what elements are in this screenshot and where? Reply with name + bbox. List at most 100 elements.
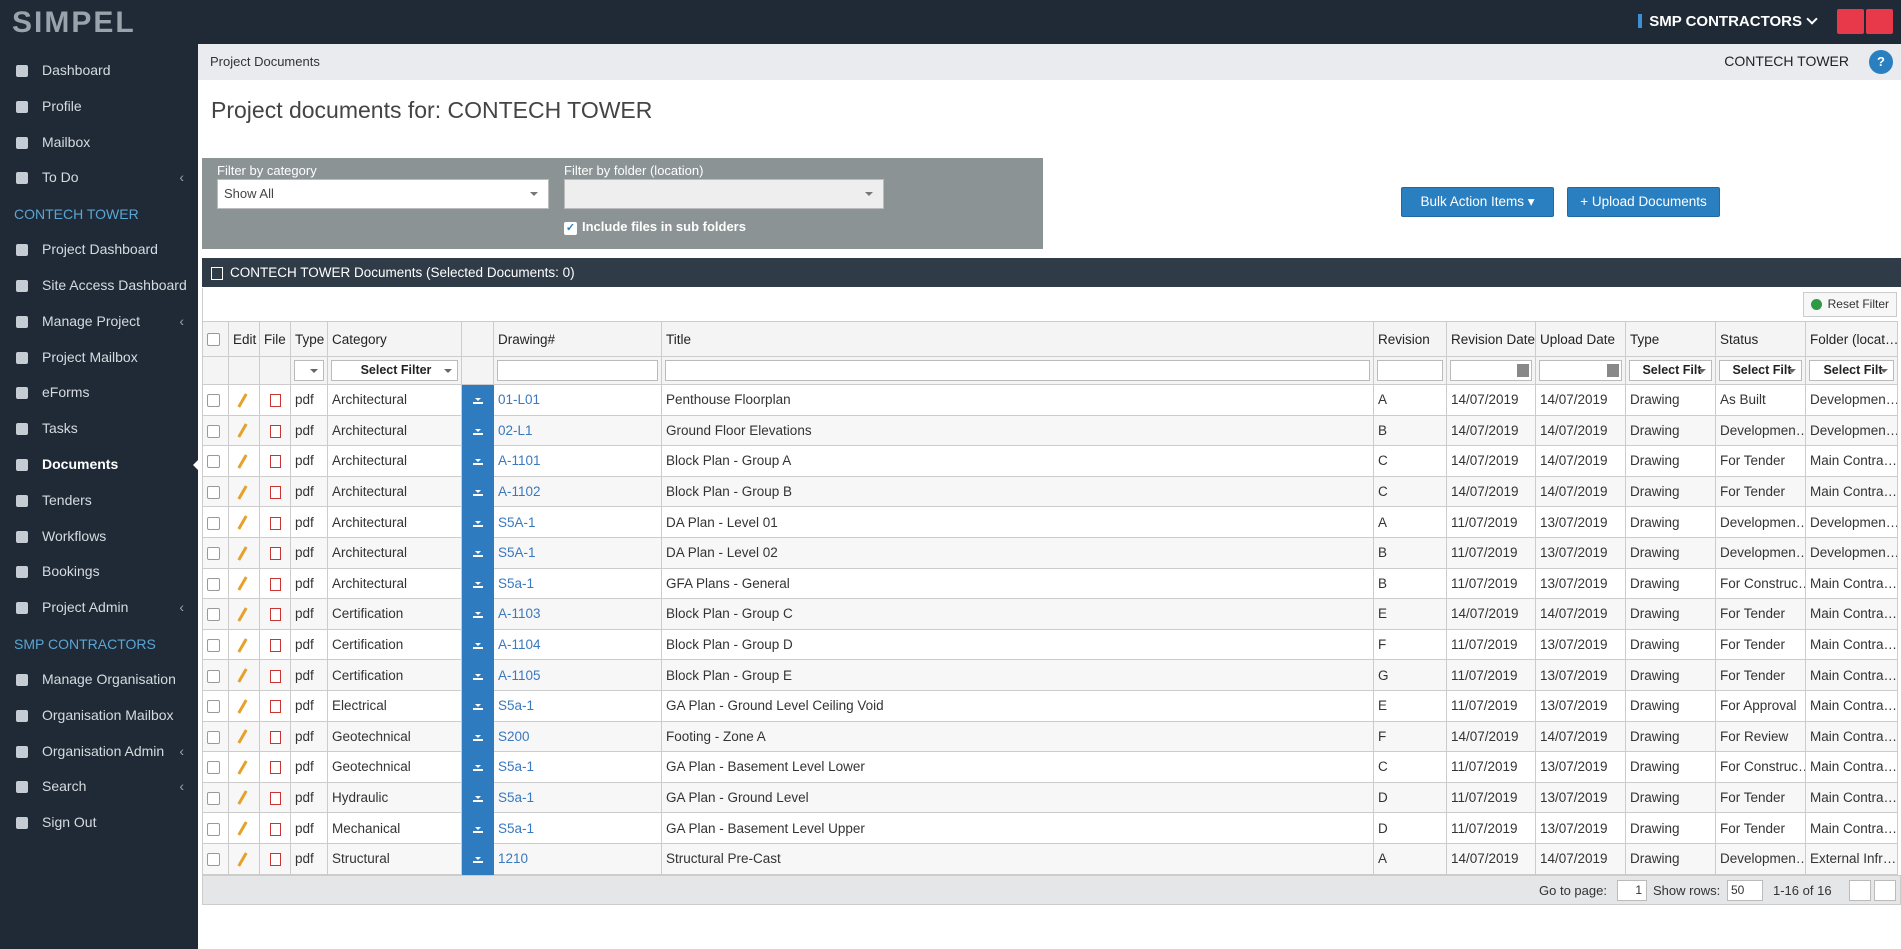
subfolder-checkbox[interactable]: Include files in sub folders (564, 219, 746, 235)
drawing-link[interactable]: S5A-1 (498, 545, 536, 561)
drawing-link[interactable]: S5a-1 (498, 790, 535, 806)
folder-select[interactable] (564, 179, 884, 209)
edit-icon[interactable] (237, 393, 248, 408)
row-checkbox[interactable] (207, 394, 220, 408)
drawing-link[interactable]: S200 (498, 728, 530, 744)
download-icon[interactable] (472, 700, 483, 711)
drawing-link[interactable]: S5a-1 (498, 759, 535, 775)
column-header[interactable]: Revision (1373, 321, 1447, 357)
file-icon[interactable] (270, 577, 281, 591)
drawing-link[interactable]: S5a-1 (498, 698, 535, 714)
select-all[interactable] (207, 333, 220, 347)
rows-select[interactable]: 50 (1727, 880, 1763, 901)
drawing-link[interactable]: 01-L01 (498, 392, 541, 408)
bulk-action-button[interactable]: Bulk Action Items ▾ (1401, 187, 1554, 217)
help-button[interactable]: ? (1869, 50, 1893, 74)
download-icon[interactable] (472, 823, 483, 833)
file-icon[interactable] (270, 547, 281, 561)
reset-filter-button[interactable]: Reset Filter (1802, 292, 1897, 317)
file-icon[interactable] (270, 608, 281, 622)
nav-item[interactable]: Project Mailbox (0, 340, 198, 376)
nav-item[interactable]: Bookings (0, 554, 198, 590)
file-icon[interactable] (270, 486, 281, 500)
nav-item[interactable]: Organisation Mailbox (0, 698, 198, 734)
row-checkbox[interactable] (207, 608, 220, 622)
drawing-link[interactable]: A-1104 (498, 637, 541, 653)
row-checkbox[interactable] (207, 424, 220, 438)
drawing-link[interactable]: 1210 (498, 851, 529, 867)
filter-select[interactable]: Select Filter (331, 360, 458, 381)
download-icon[interactable] (472, 455, 483, 466)
edit-icon[interactable] (237, 790, 248, 806)
download-icon[interactable] (472, 547, 483, 558)
drawing-link[interactable]: 02-L1 (498, 422, 533, 438)
download-icon[interactable] (472, 853, 483, 864)
download-icon[interactable] (472, 486, 483, 497)
nav-item[interactable]: To Do ‹ (0, 160, 198, 196)
nav-item[interactable]: Profile (0, 89, 198, 125)
filter-input[interactable] (497, 360, 658, 381)
download-icon[interactable] (472, 394, 483, 405)
column-header[interactable]: Drawing# (493, 321, 662, 357)
file-icon[interactable] (270, 700, 281, 714)
filter-select[interactable] (294, 360, 324, 381)
edit-icon[interactable] (237, 821, 248, 836)
nav-item[interactable]: Search ‹ (0, 769, 198, 805)
file-icon[interactable] (270, 394, 281, 408)
edit-icon[interactable] (237, 454, 248, 469)
logout-button[interactable] (1837, 9, 1864, 34)
download-icon[interactable] (472, 639, 483, 650)
download-icon[interactable] (472, 731, 483, 741)
row-checkbox[interactable] (207, 822, 220, 836)
row-checkbox[interactable] (207, 730, 220, 744)
download-icon[interactable] (472, 608, 483, 619)
row-checkbox[interactable] (207, 516, 220, 530)
filter-select[interactable]: Select Filt (1719, 360, 1802, 381)
download-icon[interactable] (472, 517, 483, 527)
row-checkbox[interactable] (207, 455, 220, 469)
download-icon[interactable] (472, 670, 483, 680)
download-icon[interactable] (472, 425, 483, 435)
prev-page[interactable] (1849, 880, 1871, 901)
nav-item[interactable]: Workflows (0, 519, 198, 555)
logo[interactable]: SIMPEL (12, 6, 136, 39)
column-header[interactable]: File (259, 321, 291, 357)
nav-item[interactable]: Tasks (0, 411, 198, 447)
file-icon[interactable] (270, 730, 281, 744)
organisation-menu[interactable]: SMP CONTRACTORS (1638, 13, 1816, 30)
column-header[interactable]: Title (661, 321, 1374, 357)
nav-item[interactable]: Site Access Dashboard (0, 268, 198, 304)
filter-select[interactable]: Select Filt (1629, 360, 1712, 381)
edit-icon[interactable] (237, 545, 248, 561)
menu-button[interactable] (1866, 9, 1893, 34)
file-icon[interactable] (270, 638, 281, 652)
row-checkbox[interactable] (207, 486, 220, 500)
column-header[interactable]: Status (1715, 321, 1806, 357)
filter-input[interactable] (665, 360, 1370, 381)
row-checkbox[interactable] (207, 700, 220, 714)
project-selector[interactable]: CONTECH TOWER (1724, 53, 1849, 69)
file-icon[interactable] (270, 853, 281, 867)
drawing-link[interactable]: A-1103 (498, 606, 541, 622)
nav-item[interactable]: Sign Out (0, 805, 198, 841)
nav-item[interactable]: Dashboard (0, 53, 198, 89)
filter-select[interactable]: Select Filt (1809, 360, 1894, 381)
nav-item[interactable]: Project Dashboard (0, 232, 198, 268)
nav-item[interactable]: Documents (0, 447, 199, 483)
nav-item[interactable]: Organisation Admin ‹ (0, 734, 198, 770)
edit-icon[interactable] (237, 607, 248, 622)
edit-icon[interactable] (237, 576, 248, 592)
column-header[interactable]: Revision Date (1446, 321, 1536, 357)
nav-item[interactable]: Manage Project ‹ (0, 304, 198, 340)
edit-icon[interactable] (237, 698, 248, 714)
column-header[interactable]: Edit (228, 321, 260, 357)
column-header[interactable]: Upload Date (1535, 321, 1626, 357)
drawing-link[interactable]: A-1102 (498, 484, 541, 500)
column-header[interactable]: Folder (locat… (1805, 321, 1898, 357)
edit-icon[interactable] (237, 729, 248, 745)
date-filter[interactable] (1450, 360, 1532, 381)
row-checkbox[interactable] (207, 638, 220, 652)
category-select[interactable]: Show All (217, 179, 549, 209)
drawing-link[interactable]: A-1105 (498, 667, 541, 683)
nav-item[interactable]: Tenders (0, 483, 198, 519)
